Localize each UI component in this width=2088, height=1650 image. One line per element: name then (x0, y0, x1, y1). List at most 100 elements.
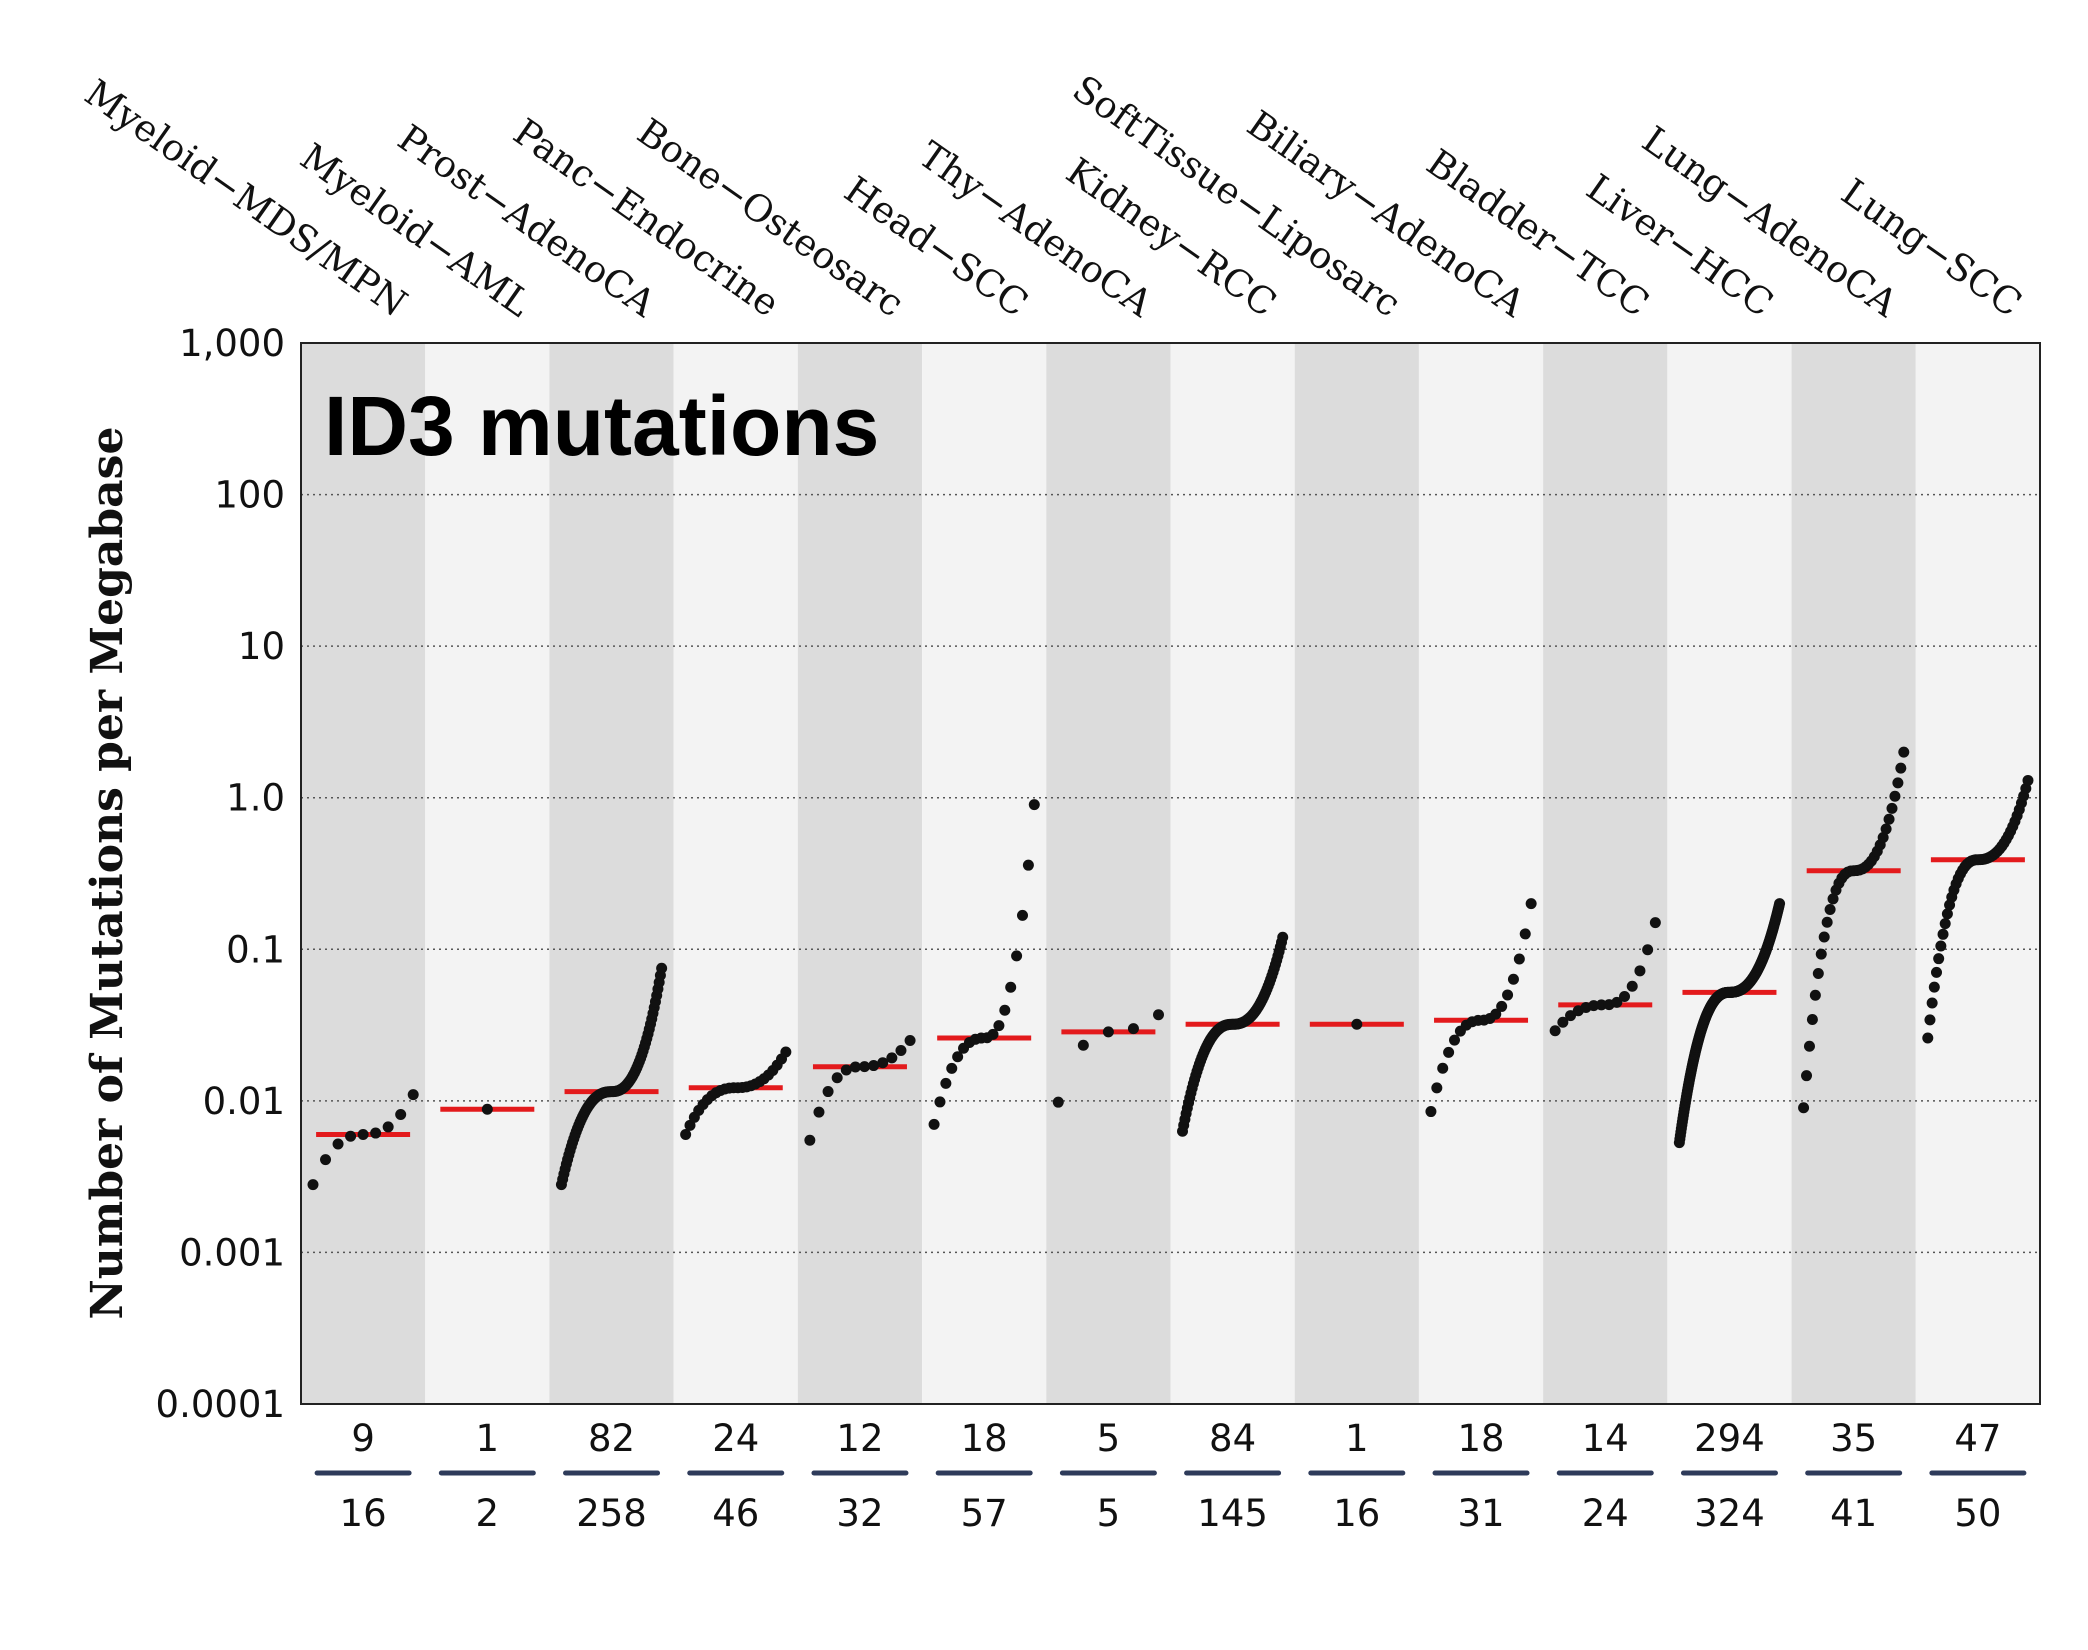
data-point (1886, 802, 1898, 814)
data-point (1809, 989, 1821, 1001)
data-point (345, 1130, 357, 1142)
data-point (407, 1089, 419, 1101)
y-tick-label: 0.0001 (156, 1383, 285, 1426)
data-point (1889, 790, 1901, 802)
data-point (804, 1134, 816, 1146)
data-point (1519, 928, 1531, 940)
data-point (1892, 777, 1904, 789)
data-point (1011, 950, 1023, 962)
category-band (922, 343, 1047, 1404)
data-point (1933, 953, 1945, 965)
y-tick-label: 10 (238, 625, 285, 668)
data-point (1642, 944, 1654, 956)
category-band (1667, 343, 1792, 1404)
mutated-count: 1 (476, 1417, 500, 1460)
data-point (1052, 1096, 1064, 1108)
data-point (382, 1121, 394, 1133)
data-point (1941, 908, 1953, 920)
category-band (1046, 343, 1171, 1404)
mutated-count: 9 (351, 1417, 375, 1460)
mutated-count: 1 (1345, 1417, 1369, 1460)
data-point (1898, 746, 1910, 758)
data-point (952, 1051, 964, 1063)
data-point (813, 1106, 825, 1118)
data-point (822, 1086, 834, 1098)
data-point (1926, 997, 1938, 1009)
category-band (673, 343, 798, 1404)
category-band (1915, 343, 2040, 1404)
y-tick-label: 0.1 (226, 928, 285, 971)
data-point (940, 1077, 952, 1089)
data-point (993, 1020, 1005, 1032)
category-band (549, 343, 674, 1404)
data-point (928, 1118, 940, 1130)
data-point (1812, 967, 1824, 979)
data-point (1935, 940, 1947, 952)
y-axis-ticks: 0.0001 0.001 0.01 0.1 1.0 10 100 1,000 (156, 322, 285, 1426)
mutated-count: 5 (1097, 1417, 1121, 1460)
total-count: 32 (836, 1492, 883, 1535)
data-point (1806, 1013, 1818, 1025)
data-point (1895, 762, 1907, 774)
total-count: 16 (1333, 1492, 1380, 1535)
data-point (1815, 948, 1827, 960)
data-point (987, 1028, 999, 1040)
data-point (332, 1138, 344, 1150)
data-point (1022, 859, 1034, 871)
category-band (1418, 343, 1544, 1404)
total-count: 324 (1694, 1492, 1765, 1535)
data-point (1016, 909, 1028, 921)
mutated-count: 12 (836, 1417, 883, 1460)
plot-frame (300, 342, 2041, 1405)
data-point (656, 962, 668, 974)
cancer-type-labels: Myeloid−MDS/MPNMyeloid−AMLProst−AdenoCAP… (77, 67, 2029, 326)
y-tick-label: 100 (214, 474, 285, 517)
total-count: 145 (1197, 1492, 1268, 1535)
data-point (1619, 991, 1631, 1003)
data-point (840, 1064, 852, 1076)
data-point (1801, 1070, 1813, 1082)
data-point (680, 1128, 692, 1140)
mutated-count: 84 (1209, 1417, 1256, 1460)
data-point (1931, 966, 1942, 978)
data-point (831, 1072, 843, 1084)
category-band (1543, 343, 1668, 1404)
data-point (1939, 918, 1951, 930)
y-tick-label: 0.01 (203, 1080, 285, 1123)
total-count: 57 (961, 1492, 1008, 1535)
data-point (320, 1154, 332, 1166)
data-point (1549, 1025, 1561, 1037)
total-count: 258 (576, 1492, 647, 1535)
chart-title: ID3 mutations (324, 379, 879, 473)
data-point (1798, 1102, 1810, 1114)
data-point (934, 1096, 946, 1108)
data-point (1649, 917, 1661, 929)
data-point (946, 1062, 958, 1074)
y-tick-label: 1,000 (179, 322, 285, 365)
data-point (1490, 1008, 1502, 1020)
data-point (1557, 1016, 1569, 1028)
data-point (1595, 999, 1607, 1011)
total-count: 2 (476, 1492, 500, 1535)
data-point (1431, 1082, 1443, 1094)
data-points (307, 746, 2034, 1191)
category-band (1294, 343, 1419, 1404)
category-band (301, 343, 426, 1404)
data-point (886, 1052, 898, 1064)
data-point (780, 1046, 792, 1058)
data-point (895, 1045, 907, 1057)
data-point (1496, 1000, 1508, 1012)
data-point (999, 1004, 1011, 1016)
data-point (1821, 916, 1833, 928)
y-tick-label: 0.001 (179, 1231, 285, 1274)
data-point (868, 1060, 880, 1072)
data-point (1028, 799, 1040, 811)
mutated-count: 35 (1830, 1417, 1877, 1460)
data-point (849, 1061, 861, 1073)
data-point (1626, 980, 1638, 992)
mutated-count: 24 (712, 1417, 759, 1460)
data-point (1818, 931, 1830, 943)
total-count: 41 (1830, 1492, 1877, 1535)
data-point (859, 1061, 871, 1073)
data-point (1611, 996, 1623, 1008)
